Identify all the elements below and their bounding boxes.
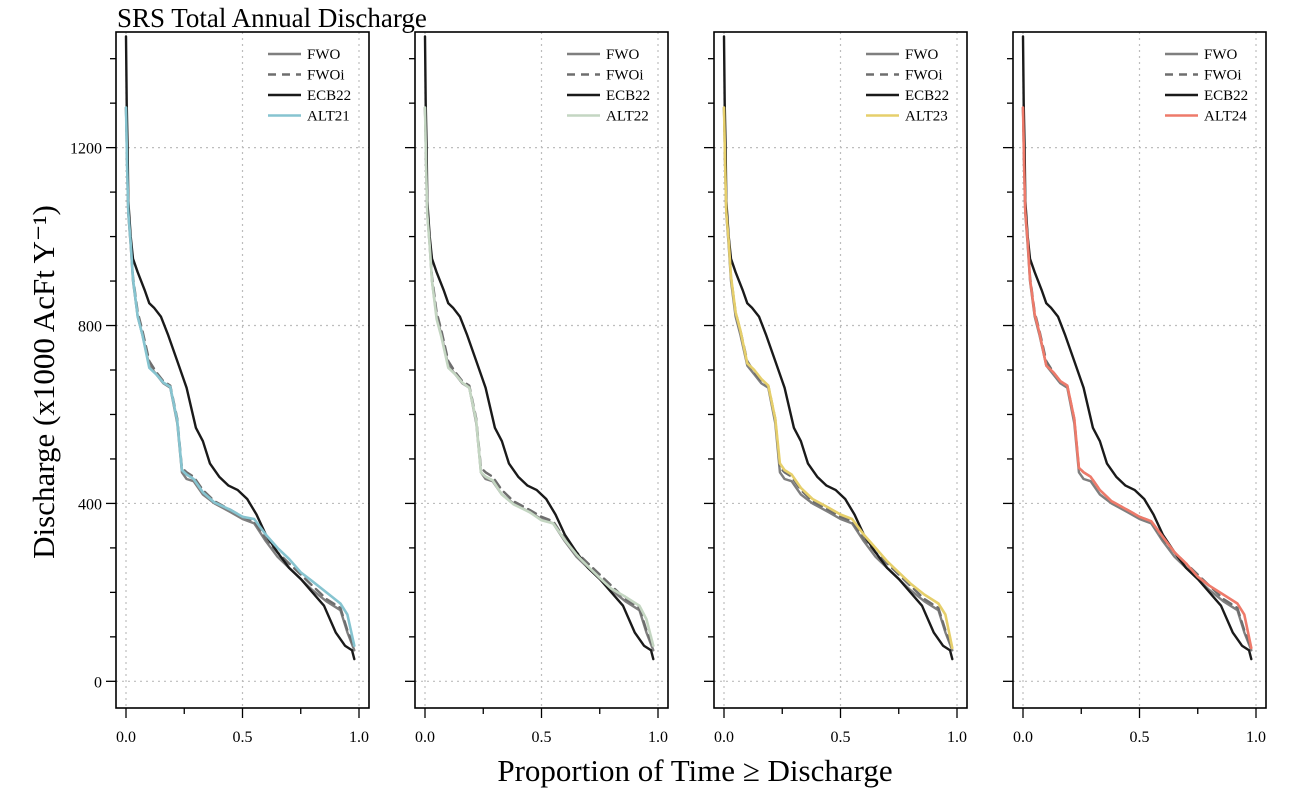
- legend-label-alt24: ALT24: [1204, 109, 1247, 125]
- legend-label-fwo: FWO: [606, 47, 640, 63]
- legend-label-fwo: FWO: [1204, 47, 1238, 63]
- series-line-alt24: [1021, 106, 1253, 650]
- series-line-fwoi: [722, 106, 954, 650]
- legend-label-fwoi: FWOi: [307, 68, 345, 84]
- legend-label-alt22: ALT22: [606, 109, 649, 125]
- series-line-alt23: [722, 106, 954, 650]
- series-line-ecb22: [124, 35, 356, 661]
- legend-label-ecb22: ECB22: [307, 88, 351, 104]
- panel-alt21: 0 400 800 1200 0.0 0.5 1.0 FWO FWOi ECB22 ALT21: [70, 31, 370, 746]
- series-group: [1021, 35, 1253, 661]
- legend-label-fwoi: FWOi: [905, 68, 943, 84]
- legend: FWO FWOi ECB22 ALT24: [1165, 47, 1248, 125]
- series-line-alt22: [423, 106, 655, 647]
- series-line-ecb22: [1021, 35, 1253, 661]
- x-tick-label: 0.0: [116, 729, 136, 746]
- legend-label-ecb22: ECB22: [1204, 88, 1248, 104]
- y-tick-label: 800: [78, 319, 102, 336]
- legend-label-ecb22: ECB22: [905, 88, 949, 104]
- series-group: [423, 35, 655, 661]
- series-line-fwoi: [124, 106, 356, 650]
- panels-layer: 0 400 800 1200 0.0 0.5 1.0 FWO FWOi ECB22 ALT21 0.0…: [70, 31, 1267, 746]
- x-tick-label: 1.0: [947, 729, 967, 746]
- legend-label-fwo: FWO: [307, 47, 341, 63]
- x-tick-label: 1.0: [648, 729, 668, 746]
- x-axis-title: Proportion of Time ≥ Discharge: [497, 753, 892, 788]
- panel-alt24: 0.0 0.5 1.0 FWO FWOi ECB22 ALT24: [1003, 31, 1267, 746]
- legend-label-alt21: ALT21: [307, 109, 350, 125]
- y-axis-title: Discharge (x1000 AcFt Y⁻¹): [26, 205, 61, 559]
- series-line-ecb22: [423, 35, 655, 661]
- panel-alt22: 0.0 0.5 1.0 FWO FWOi ECB22 ALT22: [405, 31, 669, 746]
- x-tick-label: 0.0: [1013, 729, 1033, 746]
- y-tick-label: 0: [94, 674, 102, 691]
- series-line-ecb22: [722, 35, 954, 661]
- legend: FWO FWOi ECB22 ALT22: [567, 47, 650, 125]
- x-tick-label: 0.0: [714, 729, 734, 746]
- legend-label-fwo: FWO: [905, 47, 939, 63]
- series-group: [722, 35, 954, 661]
- legend-label-alt23: ALT23: [905, 109, 948, 125]
- legend: FWO FWOi ECB22 ALT23: [866, 47, 949, 125]
- y-tick-label: 400: [78, 496, 102, 513]
- panel-alt23: 0.0 0.5 1.0 FWO FWOi ECB22 ALT23: [704, 31, 968, 746]
- chart-title: SRS Total Annual Discharge: [117, 3, 427, 33]
- x-tick-label: 0.5: [1130, 729, 1150, 746]
- series-group: [124, 35, 356, 661]
- series-line-fwoi: [423, 106, 655, 650]
- x-tick-label: 0.5: [532, 729, 552, 746]
- x-tick-label: 1.0: [349, 729, 369, 746]
- x-tick-label: 1.0: [1246, 729, 1266, 746]
- x-tick-label: 0.0: [415, 729, 435, 746]
- x-tick-label: 0.5: [233, 729, 253, 746]
- series-line-alt21: [124, 106, 356, 647]
- legend-label-ecb22: ECB22: [606, 88, 650, 104]
- legend-label-fwoi: FWOi: [1204, 68, 1242, 84]
- legend: FWO FWOi ECB22 ALT21: [268, 47, 351, 125]
- y-tick-label: 1200: [70, 141, 102, 158]
- legend-label-fwoi: FWOi: [606, 68, 644, 84]
- x-tick-label: 0.5: [831, 729, 851, 746]
